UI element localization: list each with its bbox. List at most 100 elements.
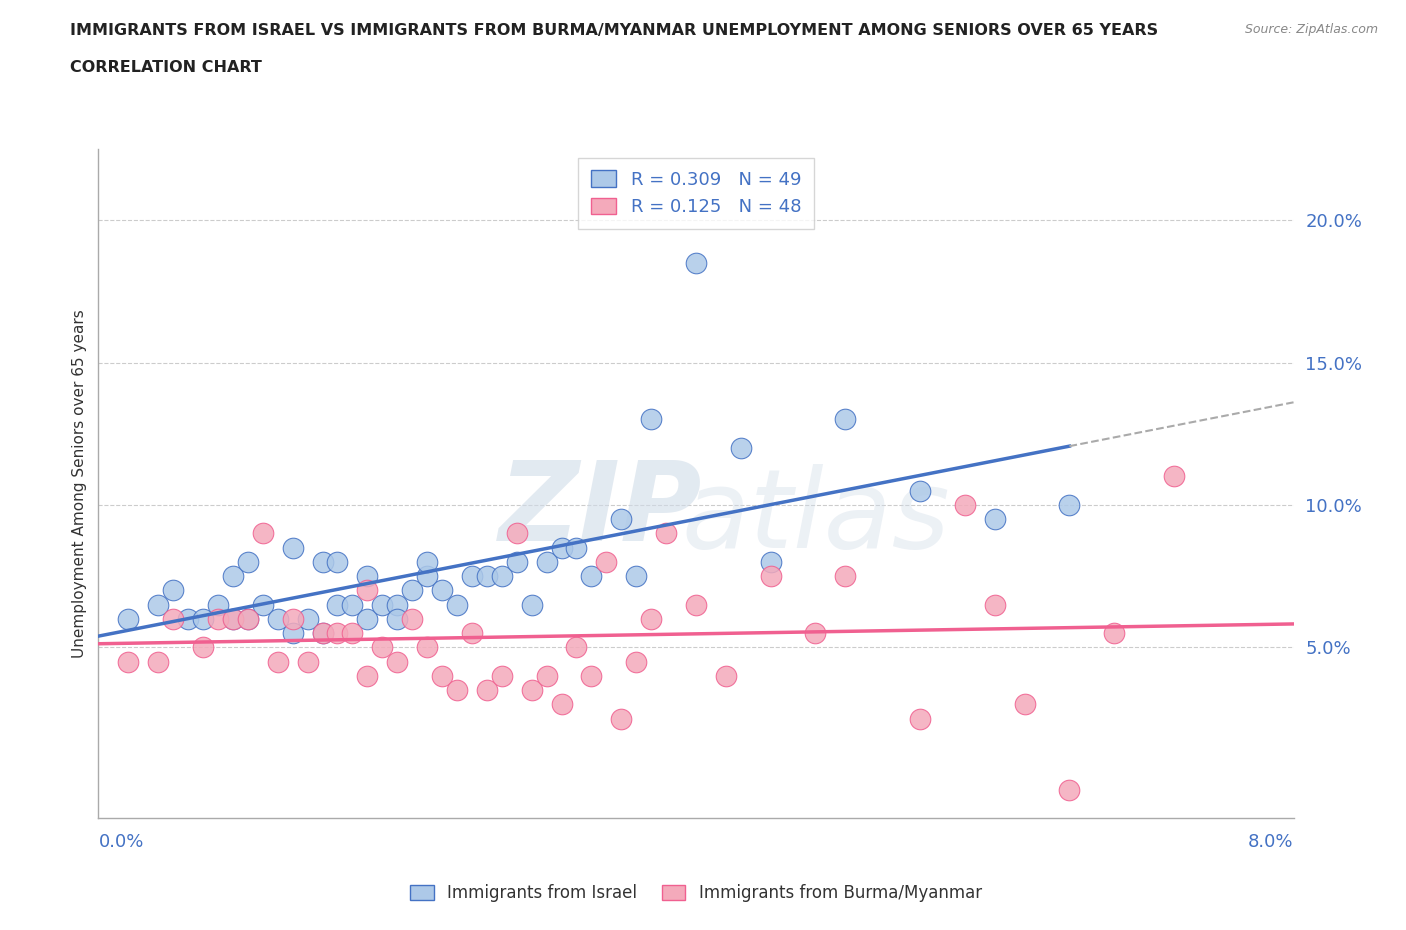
Point: [430, 583, 453, 598]
Point: [297, 612, 319, 627]
Point: [759, 554, 782, 569]
Point: [385, 597, 409, 612]
Point: [342, 626, 364, 641]
Point: [236, 612, 259, 627]
Point: [640, 412, 662, 427]
Point: [236, 612, 259, 627]
Legend: Immigrants from Israel, Immigrants from Burma/Myanmar: Immigrants from Israel, Immigrants from …: [402, 876, 990, 910]
Point: [536, 554, 558, 569]
Point: [1102, 626, 1125, 641]
Point: [565, 540, 588, 555]
Point: [326, 597, 349, 612]
Point: [401, 612, 423, 627]
Point: [550, 697, 572, 711]
Point: [356, 669, 378, 684]
Point: [595, 554, 617, 569]
Point: [461, 626, 484, 641]
Point: [610, 711, 633, 726]
Point: [446, 597, 468, 612]
Point: [506, 554, 529, 569]
Point: [311, 626, 333, 641]
Point: [475, 569, 498, 584]
Point: [281, 626, 304, 641]
Point: [475, 683, 498, 698]
Point: [520, 683, 543, 698]
Point: [326, 554, 349, 569]
Point: [326, 626, 349, 641]
Point: [177, 612, 200, 627]
Point: [685, 597, 707, 612]
Text: 8.0%: 8.0%: [1249, 832, 1294, 851]
Point: [655, 526, 678, 541]
Point: [624, 569, 647, 584]
Point: [267, 654, 290, 669]
Point: [281, 540, 304, 555]
Point: [342, 597, 364, 612]
Point: [536, 669, 558, 684]
Point: [371, 640, 394, 655]
Point: [222, 612, 245, 627]
Point: [191, 640, 214, 655]
Point: [581, 569, 603, 584]
Point: [267, 612, 290, 627]
Point: [610, 512, 633, 526]
Point: [252, 597, 274, 612]
Point: [416, 554, 439, 569]
Point: [430, 669, 453, 684]
Point: [759, 569, 782, 584]
Point: [222, 612, 245, 627]
Point: [730, 441, 752, 456]
Point: [416, 640, 439, 655]
Point: [117, 612, 139, 627]
Point: [685, 256, 707, 271]
Point: [356, 583, 378, 598]
Point: [401, 583, 423, 598]
Point: [491, 569, 513, 584]
Point: [222, 569, 245, 584]
Point: [581, 669, 603, 684]
Point: [983, 512, 1005, 526]
Point: [714, 669, 737, 684]
Point: [311, 554, 333, 569]
Point: [1163, 469, 1185, 484]
Point: [297, 654, 319, 669]
Point: [371, 597, 394, 612]
Text: atlas: atlas: [681, 463, 950, 571]
Point: [953, 498, 976, 512]
Point: [506, 526, 529, 541]
Point: [908, 711, 931, 726]
Point: [461, 569, 484, 584]
Text: ZIP: ZIP: [499, 457, 702, 564]
Point: [148, 654, 170, 669]
Text: IMMIGRANTS FROM ISRAEL VS IMMIGRANTS FROM BURMA/MYANMAR UNEMPLOYMENT AMONG SENIO: IMMIGRANTS FROM ISRAEL VS IMMIGRANTS FRO…: [70, 23, 1159, 38]
Point: [252, 526, 274, 541]
Point: [385, 654, 409, 669]
Text: CORRELATION CHART: CORRELATION CHART: [70, 60, 262, 75]
Point: [356, 612, 378, 627]
Point: [640, 612, 662, 627]
Point: [1059, 498, 1081, 512]
Point: [908, 484, 931, 498]
Point: [191, 612, 214, 627]
Point: [491, 669, 513, 684]
Point: [281, 612, 304, 627]
Point: [624, 654, 647, 669]
Y-axis label: Unemployment Among Seniors over 65 years: Unemployment Among Seniors over 65 years: [72, 309, 87, 658]
Text: Source: ZipAtlas.com: Source: ZipAtlas.com: [1244, 23, 1378, 36]
Point: [148, 597, 170, 612]
Point: [565, 640, 588, 655]
Point: [162, 612, 184, 627]
Point: [236, 554, 259, 569]
Point: [446, 683, 468, 698]
Point: [834, 569, 856, 584]
Point: [834, 412, 856, 427]
Point: [207, 612, 229, 627]
Point: [356, 569, 378, 584]
Point: [1059, 782, 1081, 797]
Point: [162, 583, 184, 598]
Point: [520, 597, 543, 612]
Point: [311, 626, 333, 641]
Text: 0.0%: 0.0%: [98, 832, 143, 851]
Point: [207, 597, 229, 612]
Point: [385, 612, 409, 627]
